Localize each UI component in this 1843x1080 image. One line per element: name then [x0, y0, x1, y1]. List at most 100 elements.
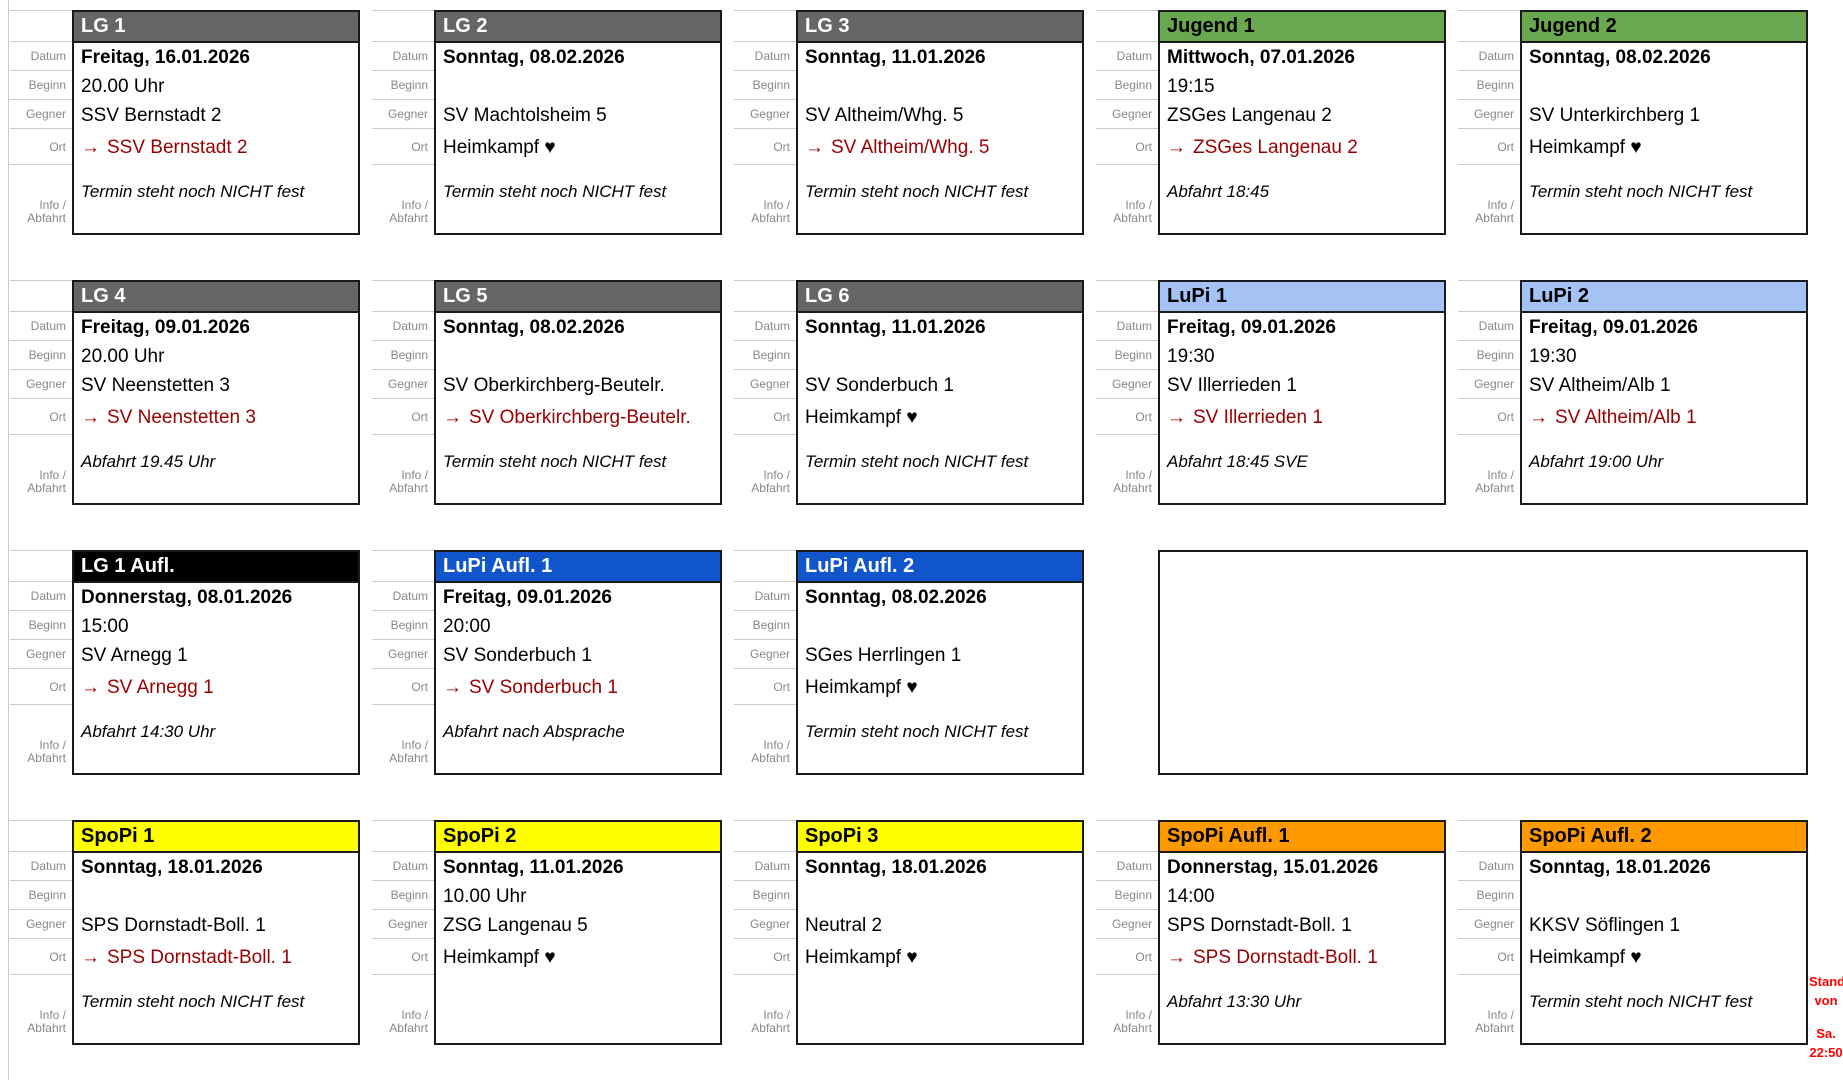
match-card-unit: Datum Beginn Gegner Ort Info / Abfahrt J… — [1096, 10, 1446, 235]
info-label-line2: Abfahrt — [389, 211, 428, 225]
header-label-spacer — [372, 11, 434, 42]
header-label-spacer — [734, 11, 796, 42]
match-card-unit: Datum Beginn Gegner Ort Info / Abfahrt S… — [1458, 820, 1808, 1045]
match-card: LG 4 Freitag, 09.01.2026 20.00 Uhr SV Ne… — [72, 280, 360, 505]
match-card: LuPi 1 Freitag, 09.01.2026 19:30 SV Ille… — [1158, 280, 1446, 505]
datum-value: Freitag, 09.01.2026 — [1167, 317, 1336, 338]
ort-value: Heimkampf ♥ — [1522, 130, 1806, 166]
ort-link[interactable]: SV Altheim/Whg. 5 — [831, 137, 990, 158]
header-label-spacer — [1096, 821, 1158, 852]
team-header: Jugend 1 — [1160, 12, 1444, 43]
match-card-unit: Datum Beginn Gegner Ort Info / Abfahrt L… — [734, 10, 1084, 235]
gegner-value: SPS Dornstadt-Boll. 1 — [1167, 915, 1352, 936]
info-abfahrt-label: Info / Abfahrt — [372, 435, 434, 505]
gegner-value: SSV Bernstadt 2 — [81, 105, 222, 126]
ort-link[interactable]: ZSGes Langenau 2 — [1193, 137, 1358, 158]
arrow-right-icon: → — [81, 947, 100, 968]
ort-value: → ZSGes Langenau 2 — [1160, 130, 1444, 166]
info-label-line2: Abfahrt — [27, 481, 66, 495]
gegner-label: Gegner — [1458, 100, 1520, 129]
ort-label: Ort — [1096, 129, 1158, 165]
datum-label: Datum — [372, 42, 434, 71]
ort-link[interactable]: SV Altheim/Alb 1 — [1555, 407, 1697, 428]
match-card-unit: Datum Beginn Gegner Ort Info / Abfahrt L… — [372, 280, 722, 505]
ort-link[interactable]: SPS Dornstadt-Boll. 1 — [1193, 947, 1378, 968]
match-card: SpoPi 3 Sonntag, 18.01.2026 Neutral 2 He… — [796, 820, 1084, 1045]
beginn-value: 20.00 Uhr — [81, 76, 165, 97]
gegner-value: KKSV Söflingen 1 — [1529, 915, 1681, 936]
ort-link[interactable]: SV Sonderbuch 1 — [469, 677, 618, 698]
gegner-label: Gegner — [734, 640, 796, 669]
team-header: LuPi Aufl. 2 — [798, 552, 1082, 583]
gegner-label: Gegner — [10, 370, 72, 399]
arrow-right-icon: → — [805, 137, 824, 158]
info-label-line1: Info / — [1487, 198, 1514, 212]
ort-label: Ort — [372, 669, 434, 705]
ort-value: → SSV Bernstadt 2 — [74, 130, 358, 166]
field-labels-column: Datum Beginn Gegner Ort Info / Abfahrt — [1458, 820, 1520, 1045]
ort-value: → SV Neenstetten 3 — [74, 400, 358, 436]
empty-card-box — [1158, 550, 1808, 775]
ort-link[interactable]: SSV Bernstadt 2 — [107, 137, 248, 158]
ort-link[interactable]: SPS Dornstadt-Boll. 1 — [107, 947, 292, 968]
field-labels-column: Datum Beginn Gegner Ort Info / Abfahrt — [1096, 10, 1158, 235]
info-label-line1: Info / — [401, 468, 428, 482]
beginn-label: Beginn — [1458, 881, 1520, 910]
gegner-value: Neutral 2 — [805, 915, 883, 936]
datum-value: Sonntag, 08.02.2026 — [1529, 47, 1711, 68]
header-label-spacer — [1458, 281, 1520, 312]
datum-label: Datum — [1458, 312, 1520, 341]
gegner-label: Gegner — [10, 100, 72, 129]
info-label-line1: Info / — [1125, 1008, 1152, 1022]
info-label-line1: Info / — [1125, 198, 1152, 212]
match-card: LuPi Aufl. 2 Sonntag, 08.02.2026 SGes He… — [796, 550, 1084, 775]
match-schedule-grid: Datum Beginn Gegner Ort Info / Abfahrt L… — [10, 10, 1808, 1045]
arrow-right-icon: → — [1529, 407, 1548, 428]
ort-link[interactable]: SV Oberkirchberg-Beutelr. — [469, 407, 691, 428]
ort-value: → SPS Dornstadt-Boll. 1 — [1160, 940, 1444, 976]
info-abfahrt-label: Info / Abfahrt — [10, 705, 72, 775]
arrow-right-icon: → — [1167, 137, 1186, 158]
ort-link[interactable]: SV Arnegg 1 — [107, 677, 214, 698]
team-header: Jugend 2 — [1522, 12, 1806, 43]
datum-label: Datum — [734, 42, 796, 71]
info-abfahrt-label: Info / Abfahrt — [1096, 165, 1158, 235]
match-card-unit: Datum Beginn Gegner Ort Info / Abfahrt L… — [1096, 280, 1446, 505]
match-card-unit: Datum Beginn Gegner Ort Info / Abfahrt S… — [734, 820, 1084, 1045]
gegner-value: SV Arnegg 1 — [81, 645, 188, 666]
datum-value: Sonntag, 11.01.2026 — [805, 47, 986, 68]
info-abfahrt-label: Info / Abfahrt — [1458, 435, 1520, 505]
info-abfahrt-label: Info / Abfahrt — [372, 705, 434, 775]
ort-link: Heimkampf ♥ — [805, 677, 918, 698]
info-abfahrt-value: Abfahrt 18:45 SVE — [1167, 452, 1308, 471]
info-abfahrt-label: Info / Abfahrt — [734, 165, 796, 235]
ort-link[interactable]: SV Illerrieden 1 — [1193, 407, 1323, 428]
beginn-value: 19:15 — [1167, 76, 1215, 97]
ort-label: Ort — [10, 129, 72, 165]
datum-label: Datum — [734, 582, 796, 611]
field-labels-column: Datum Beginn Gegner Ort Info / Abfahrt — [734, 280, 796, 505]
gegner-label: Gegner — [372, 640, 434, 669]
ort-label: Ort — [372, 399, 434, 435]
header-label-spacer — [372, 551, 434, 582]
gegner-value: SV Sonderbuch 1 — [805, 375, 954, 396]
ort-value: Heimkampf ♥ — [798, 400, 1082, 436]
datum-value: Sonntag, 08.02.2026 — [443, 317, 625, 338]
ort-link[interactable]: SV Neenstetten 3 — [107, 407, 256, 428]
header-label-spacer — [1096, 281, 1158, 312]
match-card: SpoPi Aufl. 2 Sonntag, 18.01.2026 KKSV S… — [1520, 820, 1808, 1045]
info-label-line1: Info / — [763, 468, 790, 482]
ort-value: Heimkampf ♥ — [436, 940, 720, 976]
info-label-line1: Info / — [39, 1008, 66, 1022]
gegner-label: Gegner — [1096, 370, 1158, 399]
beginn-value: 19:30 — [1167, 346, 1215, 367]
team-header: LG 6 — [798, 282, 1082, 313]
datum-value: Freitag, 09.01.2026 — [81, 317, 250, 338]
datum-value: Sonntag, 18.01.2026 — [1529, 857, 1711, 878]
datum-label: Datum — [372, 582, 434, 611]
stand-note-line: von — [1814, 993, 1838, 1008]
header-label-spacer — [10, 821, 72, 852]
beginn-label: Beginn — [10, 71, 72, 100]
beginn-label: Beginn — [1096, 341, 1158, 370]
gegner-value: SV Illerrieden 1 — [1167, 375, 1297, 396]
